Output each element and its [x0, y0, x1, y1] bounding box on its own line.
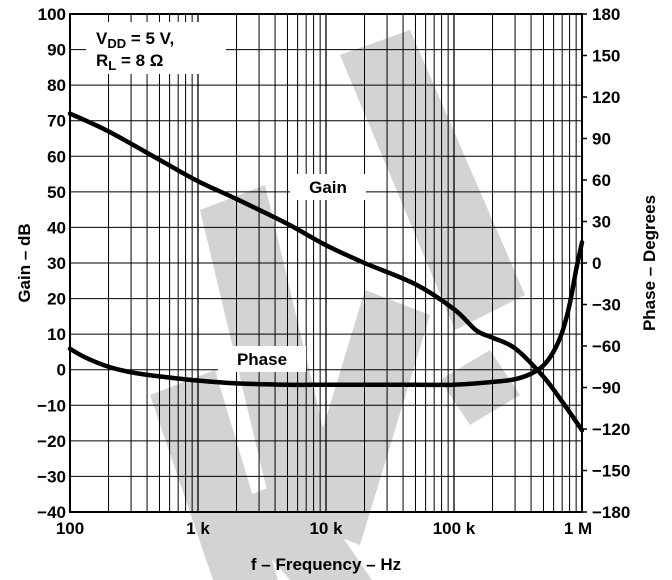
gain-series-label: Gain — [309, 178, 347, 197]
y2-tick-label: −150 — [592, 462, 630, 481]
y-tick-label: 50 — [47, 183, 66, 202]
y-tick-label: 30 — [47, 254, 66, 273]
conditions-line-1: VDD = 5 V, — [96, 29, 174, 51]
y2-tick-label: 180 — [592, 5, 620, 24]
x-tick-label: 1 M — [564, 519, 592, 538]
phase-series-label: Phase — [237, 350, 287, 369]
y2-tick-label: −90 — [592, 379, 621, 398]
conditions-line-2: RL = 8 Ω — [96, 51, 163, 73]
gain-curve — [67, 111, 585, 433]
phase-label-box — [218, 346, 306, 372]
y-tick-label: −10 — [37, 396, 66, 415]
y2-axis-title: Phase – Degrees — [640, 195, 659, 331]
grid — [69, 13, 583, 513]
y-tick-label: 20 — [47, 290, 66, 309]
y-tick-label: 100 — [38, 5, 66, 24]
y2-tick-label: −180 — [592, 503, 630, 522]
x-tick-label: 100 — [56, 519, 84, 538]
phase-curve — [67, 240, 585, 388]
y2-tick-label: 0 — [592, 254, 601, 273]
y2-tick-label: 120 — [592, 88, 620, 107]
y-tick-label: −40 — [37, 503, 66, 522]
y-tick-label: 80 — [47, 76, 66, 95]
y-tick-label: −20 — [37, 432, 66, 451]
watermark-band — [340, 30, 525, 330]
y-tick-label: 60 — [47, 147, 66, 166]
x-axis-title: f – Frequency – Hz — [251, 555, 401, 574]
y-axis-title: Gain – dB — [15, 223, 34, 302]
watermark — [150, 30, 525, 580]
x-tick-label: 100 k — [433, 519, 476, 538]
y-tick-label: 70 — [47, 112, 66, 131]
y2-tick-label: 150 — [592, 47, 620, 66]
conditions-box — [86, 22, 226, 74]
gain-label-box — [290, 174, 366, 200]
y-tick-label: −30 — [37, 467, 66, 486]
y-tick-label: 0 — [57, 361, 66, 380]
watermark-band — [440, 350, 520, 425]
x-axis-ticks: 100 1 k 10 k 100 k 1 M — [56, 519, 592, 538]
y-tick-label: 90 — [47, 41, 66, 60]
series-lines — [67, 111, 585, 433]
x-tick-label: 1 k — [186, 519, 210, 538]
y2-tick-label: −30 — [592, 296, 621, 315]
y2-tick-label: −120 — [592, 420, 630, 439]
watermark-band — [295, 290, 430, 545]
x-tick-label: 10 k — [309, 519, 343, 538]
y2-tick-label: 60 — [592, 171, 611, 190]
y-tick-label: 40 — [47, 218, 66, 237]
y-tick-label: 10 — [47, 325, 66, 344]
y2-tick-label: 30 — [592, 213, 611, 232]
y2-axis-ticks: 180 150 120 90 60 30 0 −30 −60 −90 −120 −150 −180 — [582, 5, 630, 522]
y2-tick-label: −60 — [592, 337, 621, 356]
y2-tick-label: 90 — [592, 130, 611, 149]
